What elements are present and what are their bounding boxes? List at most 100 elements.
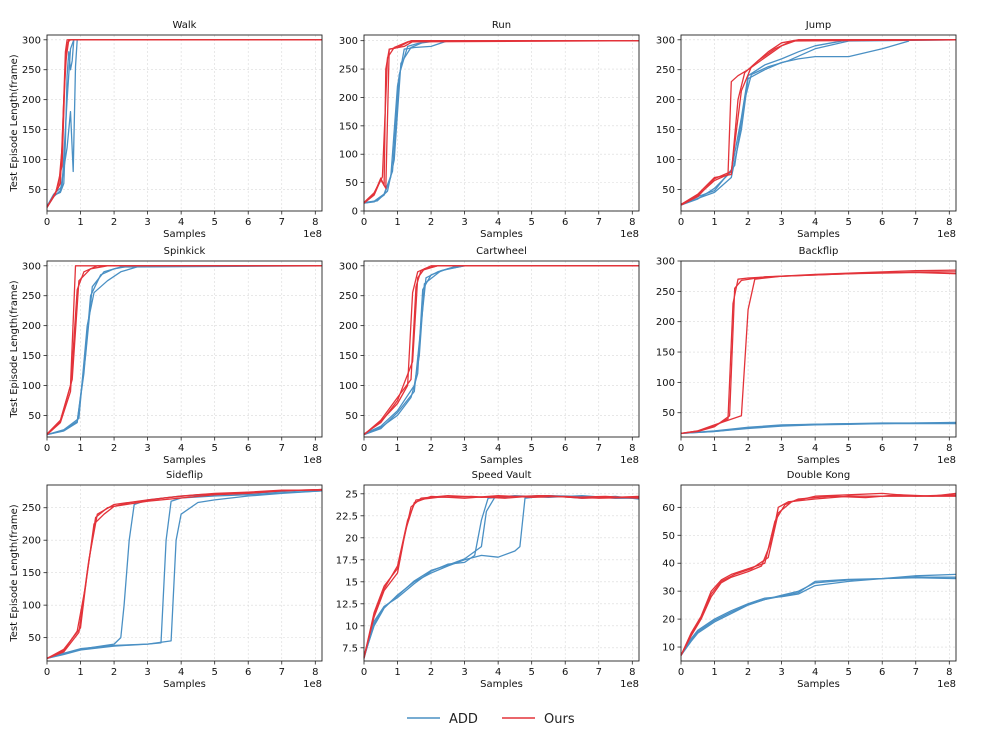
axes-frame	[363, 484, 640, 662]
x-tick-label: 1	[394, 217, 400, 228]
x-tick-label: 2	[111, 667, 117, 678]
y-tick-label: 150	[656, 348, 675, 359]
y-tick-label: 22.5	[336, 511, 358, 522]
series-line-ours-run-3	[46, 39, 322, 208]
x-tick-label: 2	[428, 443, 434, 454]
series-line-add-run-2	[680, 39, 956, 206]
y-tick-label: 150	[339, 351, 358, 362]
series-line-ours-run-3	[46, 265, 322, 435]
x-tick-label: 4	[495, 443, 501, 454]
series-line-add-run-3	[680, 422, 956, 435]
x-axis-multiplier: 1e8	[937, 229, 956, 240]
x-axis-multiplier: 1e8	[303, 679, 322, 690]
x-tick-label: 6	[562, 667, 568, 678]
series-line-add-run-2	[363, 40, 639, 204]
x-tick-label: 0	[678, 667, 684, 678]
x-tick-label: 3	[144, 667, 150, 678]
y-tick-label: 150	[22, 351, 41, 362]
x-tick-label: 4	[178, 667, 184, 678]
x-tick-label: 8	[312, 217, 318, 228]
x-axis-label: Samples	[163, 455, 206, 466]
y-tick-label: 250	[339, 291, 358, 302]
panel-run: 0 1 2 3 4 5 6 7 8 0 50 100 150 200 250 300 Run Samples 1e8	[339, 20, 640, 240]
series-line-ours-run-2	[363, 494, 640, 658]
series-line-add-run-1	[363, 40, 639, 204]
axes-frame	[46, 260, 323, 438]
x-axis-multiplier: 1e8	[303, 455, 322, 466]
x-tick-label: 6	[879, 667, 885, 678]
x-tick-label: 8	[312, 443, 318, 454]
x-tick-label: 7	[913, 443, 919, 454]
panel-title: Backflip	[799, 246, 839, 257]
y-tick-label: 150	[22, 125, 41, 136]
series-line-ours-run-1	[46, 488, 323, 659]
y-tick-label: 300	[656, 257, 675, 268]
x-tick-label: 7	[913, 217, 919, 228]
x-tick-label: 6	[879, 217, 885, 228]
y-tick-label: 30	[662, 587, 675, 598]
panel-sideflip: 0 1 2 3 4 5 6 7 8 50 100 150 200 250 Sideflip Samples 1e…	[9, 470, 323, 690]
series-line-add-run-3	[46, 265, 322, 436]
series-line-ours-run-3	[363, 265, 639, 435]
y-tick-label: 100	[656, 155, 675, 166]
x-tick-label: 8	[946, 443, 952, 454]
y-tick-label: 20	[662, 615, 675, 626]
x-tick-label: 1	[711, 667, 717, 678]
series-line-ours-run-2	[680, 39, 957, 205]
series-line-add-run-3	[680, 39, 957, 205]
y-tick-label: 150	[339, 121, 358, 132]
y-axis-label: Test Episode Length(frame)	[9, 54, 20, 192]
x-axis-label: Samples	[163, 679, 206, 690]
y-axis-label: Test Episode Length(frame)	[9, 280, 20, 418]
y-tick-label: 10	[662, 643, 675, 654]
x-tick-label: 1	[77, 443, 83, 454]
x-tick-label: 2	[745, 667, 751, 678]
x-tick-label: 5	[845, 217, 851, 228]
y-tick-label: 250	[656, 287, 675, 298]
panel-double-kong: 0 1 2 3 4 5 6 7 8 10 20 30 40 50 60 Double Kong Samples 1…	[662, 470, 957, 690]
panel-title: Double Kong	[787, 470, 850, 481]
series-line-add-run-3	[363, 265, 639, 435]
x-tick-label: 7	[596, 443, 602, 454]
series-line-add-run-3	[363, 494, 640, 658]
x-axis-label: Samples	[480, 229, 523, 240]
y-tick-label: 300	[339, 36, 358, 47]
y-tick-label: 10	[345, 621, 358, 632]
axes-frame	[680, 260, 957, 438]
x-tick-label: 5	[845, 443, 851, 454]
x-tick-label: 0	[44, 217, 50, 228]
x-tick-label: 2	[745, 443, 751, 454]
y-tick-label: 250	[339, 65, 358, 76]
panel-jump: 0 1 2 3 4 5 6 7 8 50 100 150 200 250 300 Jump Samples 1e8	[656, 20, 957, 240]
series-line-add-run-1	[46, 39, 322, 208]
x-tick-label: 0	[44, 443, 50, 454]
axes-frame	[680, 34, 957, 212]
series-line-add-run-2	[46, 265, 323, 436]
y-tick-label: 50	[662, 408, 675, 419]
y-tick-label: 200	[656, 95, 675, 106]
x-tick-label: 8	[312, 667, 318, 678]
x-tick-label: 7	[596, 667, 602, 678]
axes-frame	[363, 260, 640, 438]
x-tick-label: 1	[394, 667, 400, 678]
y-tick-label: 50	[345, 178, 358, 189]
x-tick-label: 0	[361, 217, 367, 228]
x-tick-label: 5	[845, 667, 851, 678]
y-tick-label: 300	[22, 35, 41, 46]
panel-title: Sideflip	[166, 470, 203, 481]
x-tick-label: 6	[879, 443, 885, 454]
x-tick-label: 2	[428, 667, 434, 678]
series-line-ours-run-2	[46, 39, 322, 208]
series-line-ours-run-3	[363, 40, 640, 203]
series-line-ours-run-1	[46, 265, 322, 436]
series-line-ours-run-2	[680, 492, 957, 656]
y-tick-label: 250	[656, 65, 675, 76]
x-tick-label: 7	[913, 667, 919, 678]
panel-cartwheel: 0 1 2 3 4 5 6 7 8 50 100 150 200 250 300 Cartwheel Sampl…	[339, 246, 640, 466]
panel-walk: 0 1 2 3 4 5 6 7 8 50 100 150 200 250 300 Walk Samples 1e8…	[9, 20, 323, 240]
x-tick-label: 8	[629, 667, 635, 678]
y-tick-label: 200	[339, 321, 358, 332]
panel-spinkick: 0 1 2 3 4 5 6 7 8 50 100 150 200 250 300 Spinkick Sample…	[9, 246, 323, 466]
x-tick-label: 1	[711, 443, 717, 454]
